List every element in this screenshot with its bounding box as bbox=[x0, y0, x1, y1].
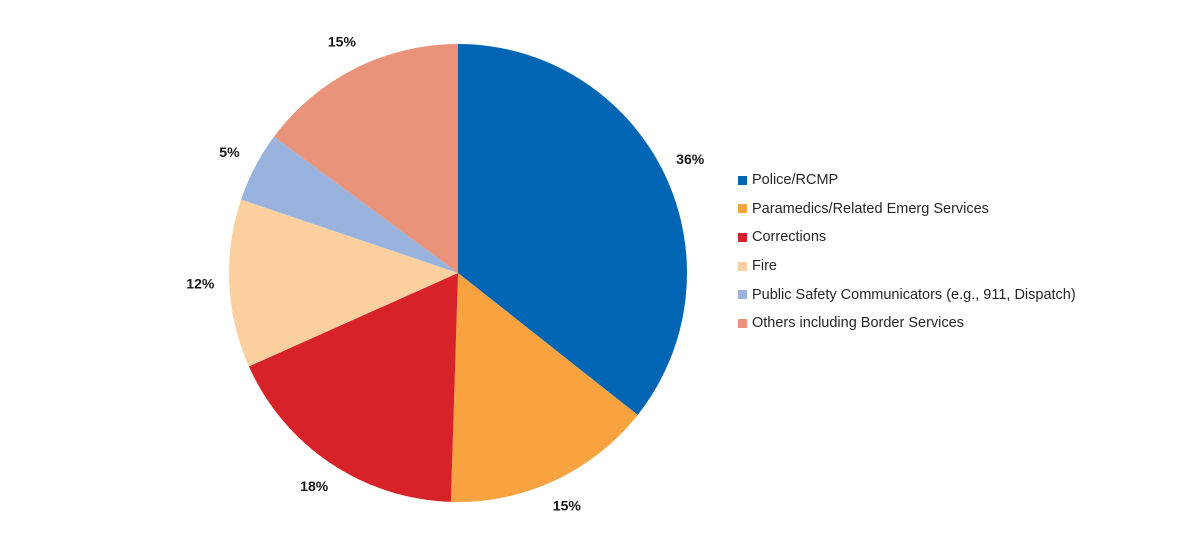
chart-legend: Police/RCMP Paramedics/Related Emerg Serv… bbox=[738, 166, 1076, 338]
pie-slice-4 bbox=[241, 136, 458, 273]
legend-swatch bbox=[738, 261, 747, 271]
legend-label: Corrections bbox=[752, 229, 827, 246]
pie-slice-1 bbox=[450, 273, 638, 503]
slice-data-label-1: 15% bbox=[553, 498, 582, 514]
legend-swatch bbox=[738, 204, 747, 214]
slice-data-label-5: 15% bbox=[328, 33, 357, 49]
legend-swatch bbox=[738, 175, 747, 185]
slice-data-label-0: 36% bbox=[676, 151, 705, 167]
legend-item-0: Police/RCMP bbox=[738, 166, 1076, 195]
pie-slice-5 bbox=[274, 44, 458, 273]
slice-data-label-2: 18% bbox=[300, 478, 329, 494]
slice-data-label-4: 5% bbox=[219, 144, 240, 160]
legend-item-5: Others including Border Services bbox=[738, 309, 1076, 338]
pie-slices bbox=[229, 44, 687, 503]
legend-item-4: Public Safety Communicators (e.g., 911, … bbox=[738, 280, 1076, 309]
pie-slice-3 bbox=[229, 199, 458, 367]
legend-label: Others including Border Services bbox=[752, 315, 964, 332]
legend-item-3: Fire bbox=[738, 252, 1076, 281]
legend-label: Fire bbox=[752, 258, 777, 275]
legend-item-1: Paramedics/Related Emerg Services bbox=[738, 195, 1076, 224]
pie-data-labels: 36% 15% 18% 12% 5% 15% bbox=[186, 33, 704, 513]
legend-swatch bbox=[738, 318, 747, 328]
pie-slice-2 bbox=[248, 273, 458, 502]
legend-label: Public Safety Communicators (e.g., 911, … bbox=[752, 286, 1076, 303]
legend-swatch bbox=[738, 232, 747, 242]
slice-data-label-3: 12% bbox=[186, 276, 215, 292]
legend-swatch bbox=[738, 290, 747, 300]
legend-item-2: Corrections bbox=[738, 223, 1076, 252]
pie-slice-0 bbox=[458, 44, 687, 415]
legend-label: Paramedics/Related Emerg Services bbox=[752, 200, 989, 217]
legend-label: Police/RCMP bbox=[752, 172, 839, 189]
